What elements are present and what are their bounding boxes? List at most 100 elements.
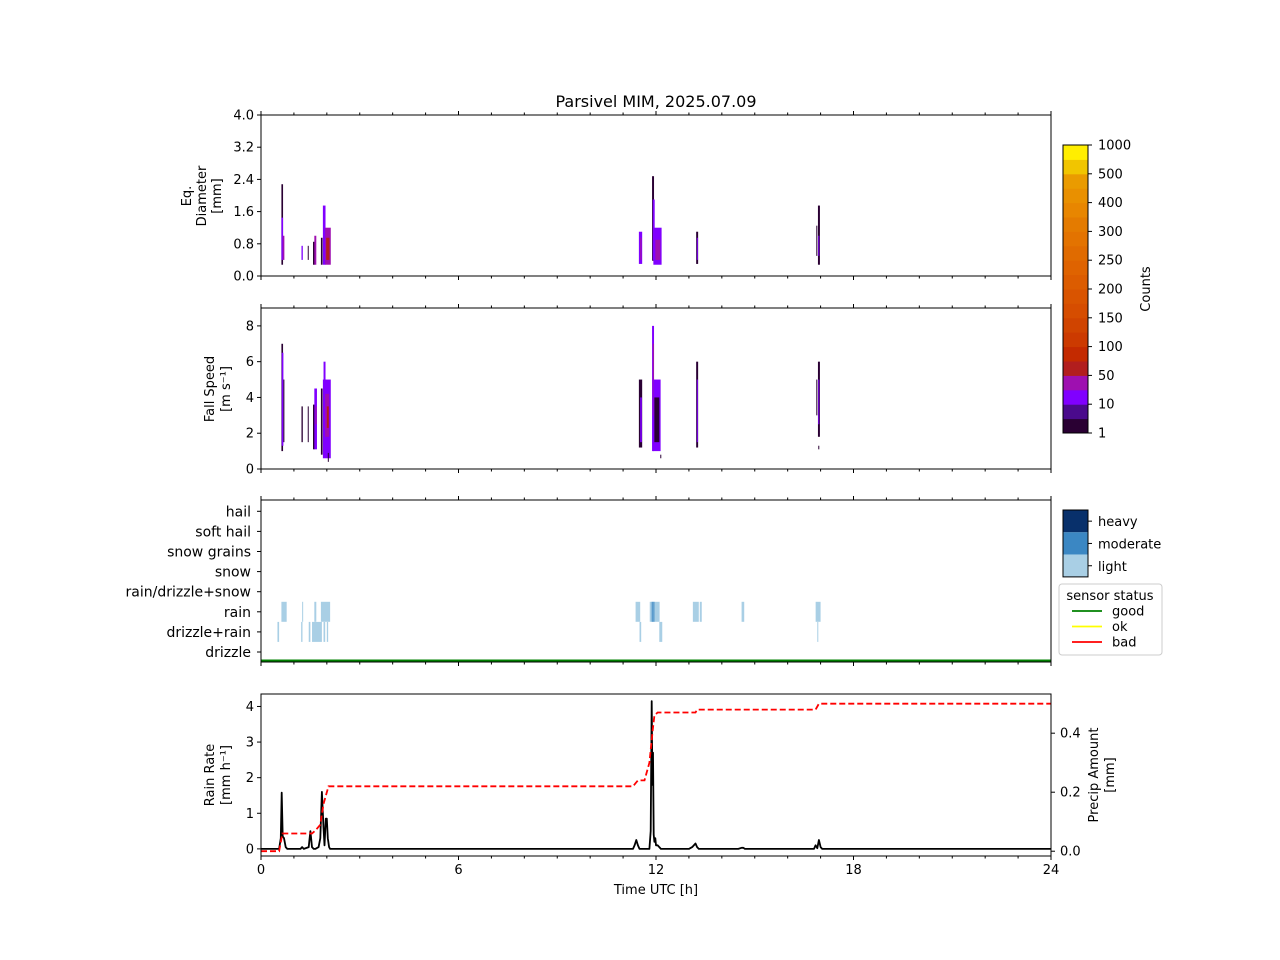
- y-tick-label: 4: [246, 391, 254, 406]
- precip-amount-y-label-line2: [mm]: [1103, 757, 1118, 792]
- precip-event-bar: [659, 621, 663, 642]
- chart-title: Parsivel MIM, 2025.07.09: [555, 92, 756, 111]
- colorbar-band: [1063, 159, 1088, 175]
- colorbar-tick-label: 500: [1098, 167, 1123, 182]
- colorbar-tick-label: 250: [1098, 254, 1123, 269]
- precip-event-bar: [649, 601, 660, 622]
- colorbar-band: [1063, 245, 1088, 261]
- diameter-heatmap: [281, 176, 820, 265]
- precip-event-bar: [692, 601, 699, 622]
- heatmap-cell: [640, 397, 642, 443]
- heatmap-cell: [326, 406, 329, 428]
- heatmap-cell: [818, 235, 820, 256]
- precip-event-bar: [312, 621, 322, 642]
- precip-event-bar: [301, 621, 303, 642]
- heatmap-cell: [655, 239, 661, 260]
- fall-speed-panel: 0 2 4 6 8 Fall Speed [m s⁻¹]: [203, 304, 1052, 478]
- colorbar-tick-label: 1000: [1098, 139, 1131, 154]
- intensity-swatch: [1063, 532, 1088, 555]
- colorbar-bands: [1063, 145, 1088, 434]
- heatmap-cell: [817, 205, 820, 265]
- heatmap-cell: [281, 352, 284, 446]
- y-tick-label: 2: [246, 771, 254, 786]
- precip-type-panel: drizzle drizzle+rain rain rain/drizzle+snow…: [126, 496, 1052, 666]
- y-tick-label: 1: [246, 807, 254, 822]
- x-tick-label: 18: [845, 863, 862, 878]
- colorbar-tick-label: 200: [1098, 283, 1123, 298]
- heatmap-cell: [320, 237, 323, 265]
- y-tick-label: 3: [246, 736, 254, 751]
- sensor-legend-label: ok: [1112, 620, 1128, 635]
- intensity-label: heavy: [1098, 515, 1138, 530]
- fall-speed-y-label: Fall Speed [m s⁻¹]: [203, 356, 234, 422]
- colorbar-band: [1063, 260, 1088, 276]
- diameter-y-label-line2: Diameter: [195, 165, 210, 226]
- heatmap-cell: [327, 452, 329, 462]
- rain-rate-line: [261, 700, 1051, 850]
- colorbar-band: [1063, 231, 1088, 247]
- colorbar-tick-label: 100: [1098, 340, 1123, 355]
- heatmap-cell: [326, 237, 330, 260]
- heatmap-cell: [301, 245, 303, 260]
- rain-rate-lines: [261, 700, 1051, 853]
- diameter-x-ticks: [260, 111, 1052, 280]
- heatmap-cell: [315, 406, 317, 425]
- sensor-legend-label: good: [1112, 605, 1144, 620]
- x-tick-label: 12: [648, 863, 665, 878]
- y-tick-label: 6: [246, 355, 254, 370]
- heatmap-cell: [320, 388, 323, 455]
- y-tick-label: 1.6: [233, 205, 254, 220]
- diameter-y-label-line3: [mm]: [210, 178, 225, 213]
- category-label: hail: [226, 504, 251, 520]
- y-tick-label: 0.8: [233, 237, 254, 252]
- heatmap-cell: [323, 361, 326, 443]
- rain-rate-y-label-line2: [mm h⁻¹]: [219, 745, 234, 805]
- intensity-label: moderate: [1098, 537, 1161, 552]
- heatmap-cell: [322, 205, 326, 265]
- precip-event-bar: [323, 621, 326, 642]
- precip-type-y-ticks: drizzle drizzle+rain rain rain/drizzle+snow…: [126, 504, 261, 661]
- intensity-label: light: [1098, 560, 1127, 575]
- fall-speed-y-label-line2: [m s⁻¹]: [219, 366, 234, 412]
- precip-event-bar: [302, 601, 304, 622]
- precip-event-bar: [653, 601, 655, 622]
- y2-tick-label: 0.4: [1060, 727, 1081, 742]
- heatmap-cell: [301, 406, 303, 443]
- heatmap-cell: [654, 397, 660, 443]
- heatmap-cell: [816, 379, 818, 416]
- precip-event-bar: [651, 601, 653, 622]
- colorbar-band: [1063, 375, 1088, 391]
- colorbar-band: [1063, 202, 1088, 218]
- colorbar-band: [1063, 418, 1088, 434]
- precip-amount-y-label-line1: Precip Amount: [1087, 728, 1102, 823]
- colorbar-band: [1063, 303, 1088, 319]
- y2-tick-label: 0.0: [1060, 845, 1081, 860]
- precip-event-bar: [281, 601, 287, 622]
- precip-event-bar: [277, 621, 280, 642]
- colorbar-tick-label: 50: [1098, 369, 1115, 384]
- colorbar-tick-label: 150: [1098, 311, 1123, 326]
- diameter-y-label: Eq. Diameter [mm]: [180, 165, 225, 226]
- y-tick-label: 0.0: [233, 270, 254, 285]
- heatmap-cell: [640, 237, 642, 260]
- precip-amount-y-ticks: 0.0 0.2 0.4: [1051, 727, 1081, 860]
- colorbar-tick-label: 10: [1098, 398, 1115, 413]
- colorbar-band: [1063, 274, 1088, 290]
- colorbar-band: [1063, 389, 1088, 405]
- y-tick-label: 4.0: [233, 109, 254, 124]
- heatmap-cell: [660, 454, 662, 459]
- heatmap-cell: [818, 445, 820, 450]
- heatmap-cell: [314, 235, 317, 265]
- precip-type-axes-frame: [260, 499, 1052, 663]
- sensor-legend-box: [1058, 583, 1163, 656]
- y-tick-label: 4: [246, 700, 254, 715]
- heatmap-cell: [696, 379, 698, 443]
- heatmap-cell: [313, 241, 315, 265]
- category-label: soft hail: [195, 524, 251, 540]
- intensity-legend: heavy moderate light: [1062, 509, 1161, 578]
- precip-event-bar: [741, 601, 745, 622]
